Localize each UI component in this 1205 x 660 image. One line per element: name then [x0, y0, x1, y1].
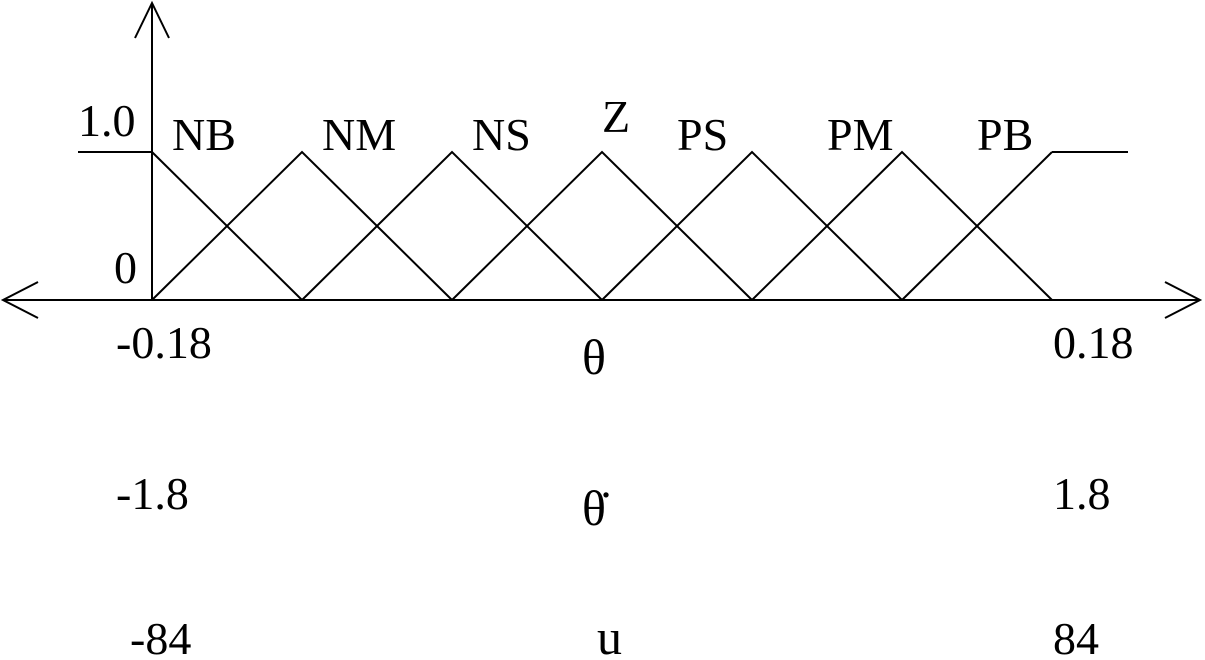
mf-ns: [301, 150, 603, 301]
set-label-z: Z: [602, 91, 630, 142]
theta-dot-min-label: -1.8: [116, 468, 189, 519]
set-label-nb: NB: [172, 109, 236, 160]
set-label-pm: PM: [827, 109, 893, 160]
mf-pm: [751, 150, 1053, 301]
theta-min-label: -0.18: [116, 317, 212, 368]
u-max-label: 84: [1053, 613, 1099, 660]
membership-functions: [151, 150, 1053, 301]
mf-ps: [601, 150, 903, 301]
theta-dot-symbol: θ̇: [582, 480, 609, 536]
theta-dot-max-label: 1.8: [1053, 468, 1111, 519]
u-min-label: -84: [130, 613, 191, 660]
mf-nm: [151, 150, 453, 301]
set-label-nm: NM: [322, 109, 396, 160]
theta-symbol: θ: [582, 329, 606, 385]
set-label-pb: PB: [977, 109, 1033, 160]
mf-z: [451, 150, 753, 301]
membership-zero-label: 0: [114, 242, 137, 293]
membership-top-label: 1.0: [78, 95, 136, 146]
mf-pb: [901, 151, 1053, 301]
u-symbol: u: [597, 609, 622, 660]
set-label-ns: NS: [472, 109, 531, 160]
theta-max-label: 0.18: [1053, 317, 1134, 368]
set-label-ps: PS: [677, 109, 728, 160]
